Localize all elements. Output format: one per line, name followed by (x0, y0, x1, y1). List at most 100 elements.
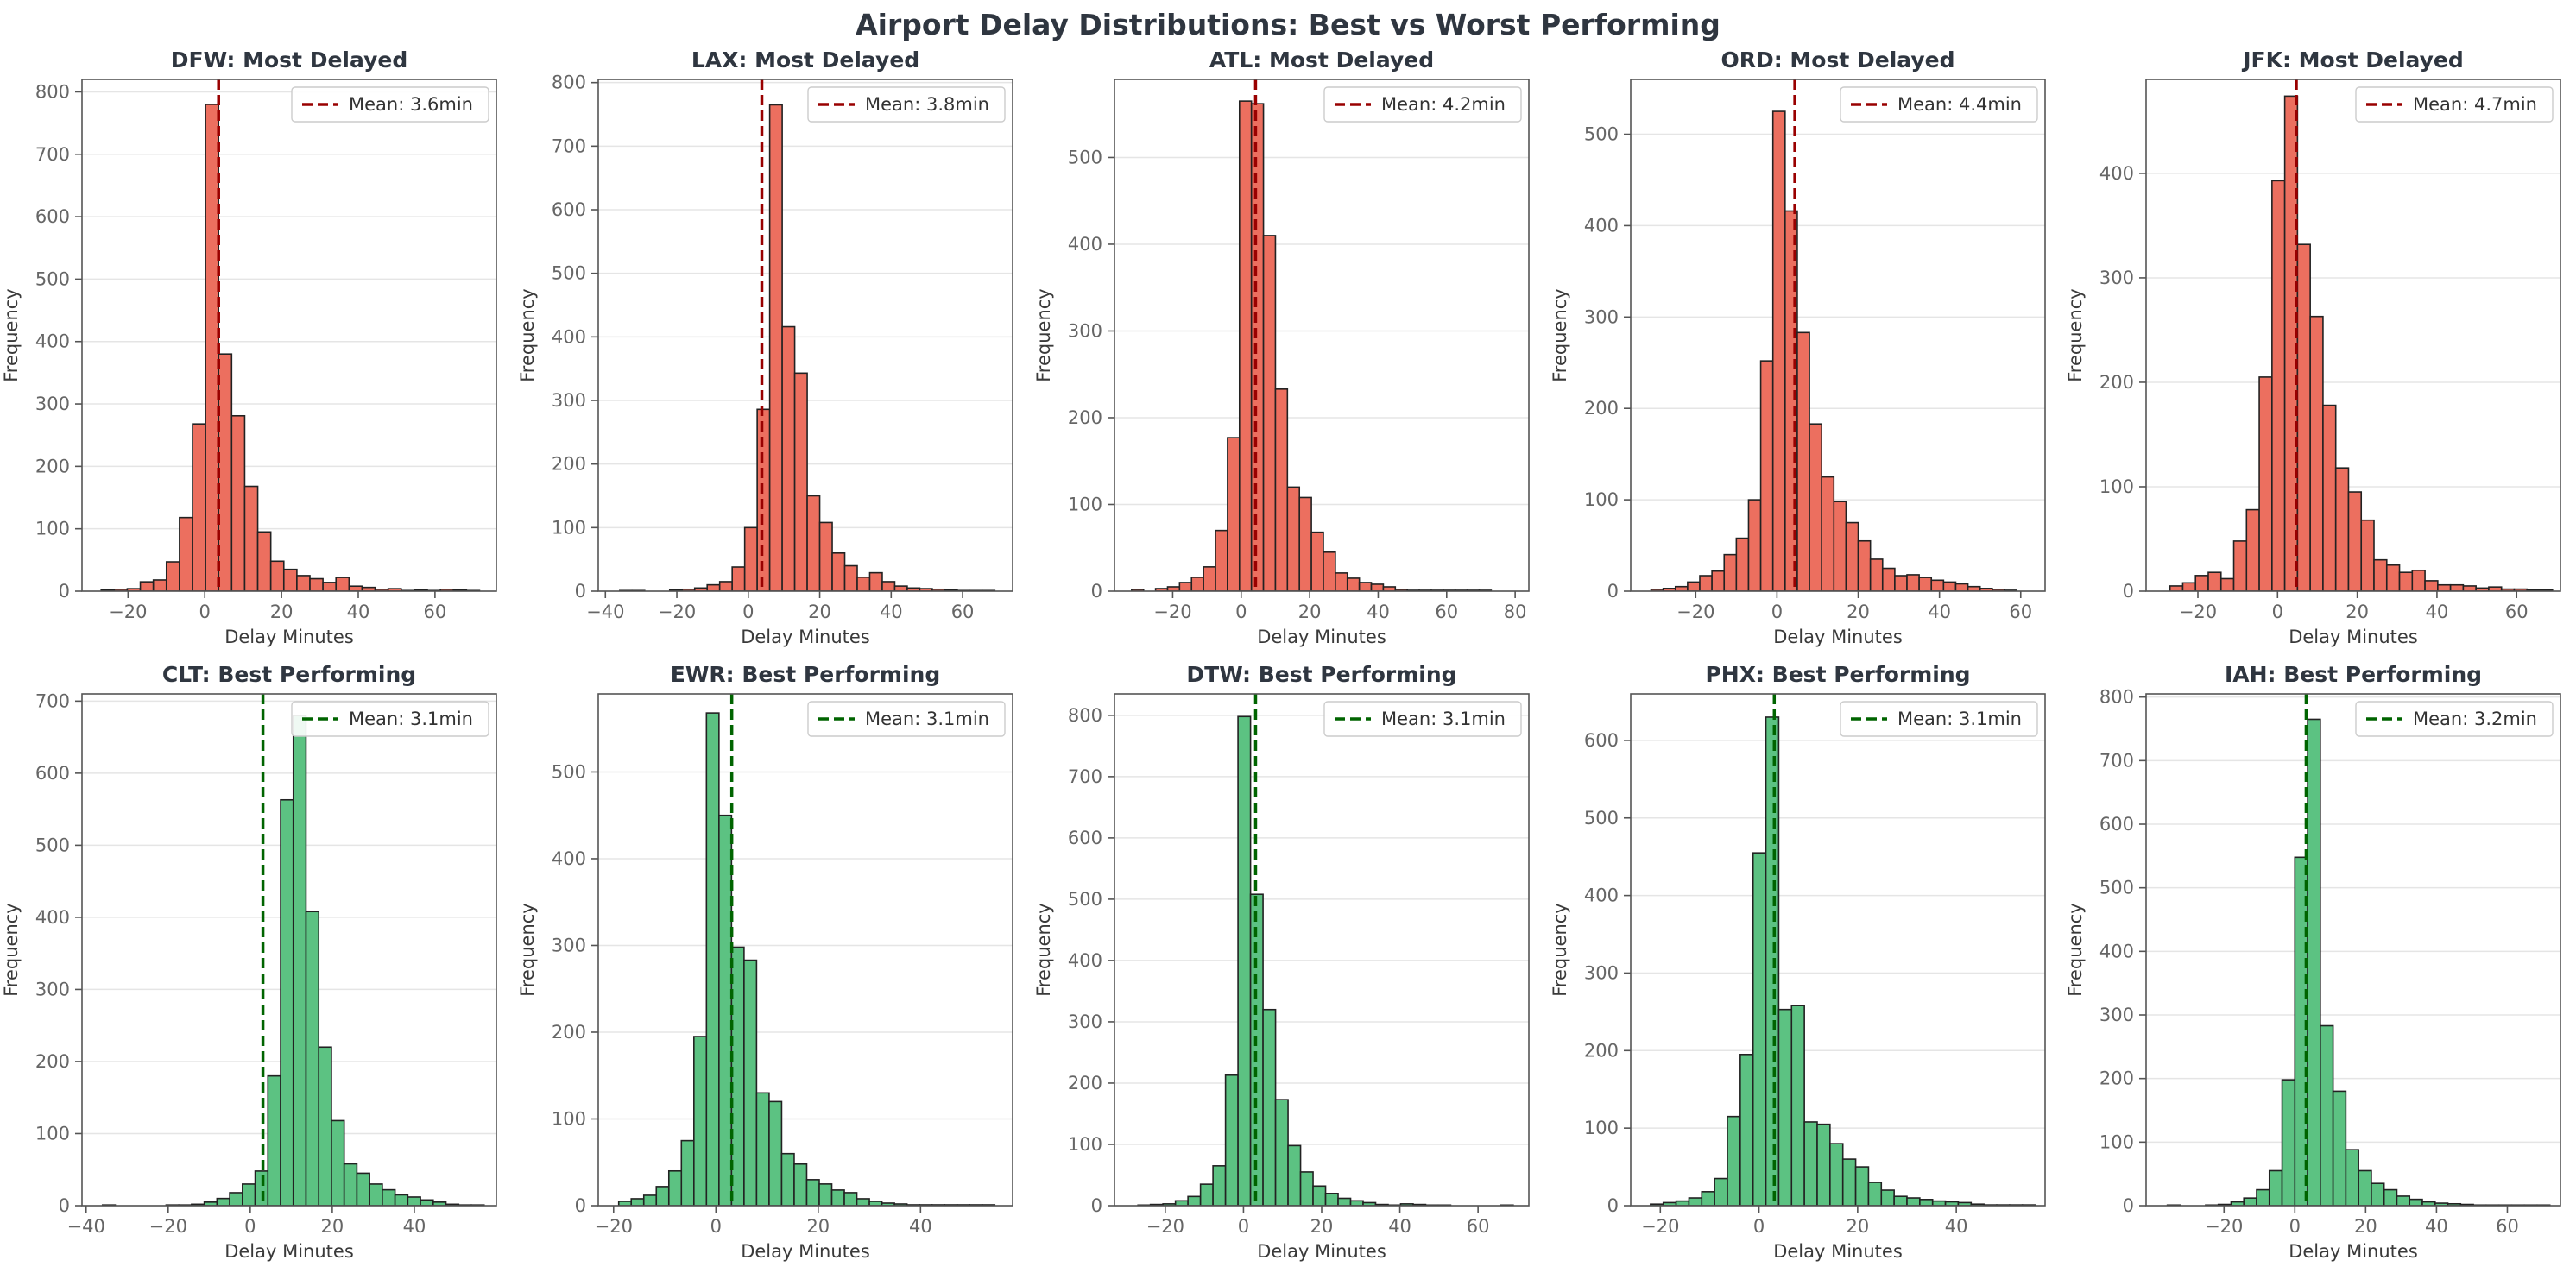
x-axis-label: Delay Minutes (741, 1241, 870, 1262)
y-tick-label: 0 (575, 581, 586, 602)
panel-8: −20 0 20 40 600100200300400500600700800DTW: … (1033, 662, 1530, 1262)
y-tick-label: 700 (2099, 750, 2134, 771)
x-tick-label: 40 (1945, 1216, 1968, 1237)
legend-box (1323, 86, 1522, 123)
y-tick-label: 100 (35, 1123, 70, 1144)
histogram-bar (830, 1189, 845, 1206)
histogram-bar (856, 1198, 870, 1206)
y-tick-label: 0 (575, 1195, 586, 1216)
histogram-bar (1346, 577, 1361, 591)
histogram-bar (2385, 564, 2401, 591)
histogram-bar (793, 372, 808, 591)
legend-label: Mean: 4.7min (2413, 94, 2537, 115)
y-tick-label: 400 (1584, 215, 1619, 236)
histogram-bar (856, 576, 871, 591)
histogram-bar (1227, 437, 1241, 591)
legend: Mean: 3.1min (1323, 701, 1522, 737)
bars (100, 104, 481, 591)
histogram-bar (768, 1100, 783, 1206)
histogram-bar (1701, 1191, 1715, 1206)
legend: Mean: 3.1min (807, 701, 1006, 737)
x-tick-label: 20 (808, 602, 831, 622)
axes-frame (81, 79, 497, 592)
histogram-bar (242, 1183, 256, 1206)
histogram-bar (1310, 531, 1324, 591)
y-tick-label: 200 (2099, 1068, 2134, 1089)
x-tick-label: 20 (2354, 1216, 2377, 1237)
x-tick-label: −20 (109, 602, 147, 622)
y-tick-label: 800 (35, 81, 70, 102)
histogram-bar (2181, 582, 2197, 591)
legend-label: Mean: 3.1min (1381, 709, 1506, 729)
histogram-bar (165, 561, 180, 591)
y-tick-label: 700 (1068, 766, 1102, 787)
panel-title: DTW: Best Performing (1186, 662, 1456, 687)
y-tick-label: 0 (1607, 1195, 1619, 1216)
y-axis-label: Frequency (1033, 903, 1054, 997)
histogram-bar (1777, 1008, 1793, 1206)
histogram-bar (1286, 486, 1301, 591)
histogram-bar (1893, 1195, 1908, 1206)
histogram-bar (843, 564, 858, 591)
y-tick-label: 0 (1091, 581, 1102, 602)
y-tick-label: 400 (2099, 941, 2134, 961)
x-tick-label: 20 (1298, 602, 1322, 622)
histogram-bar (218, 353, 233, 591)
histogram-bar (730, 946, 745, 1206)
x-tick-label: −20 (595, 1216, 633, 1237)
histogram-bar (139, 581, 155, 591)
histogram-bar (1323, 551, 1336, 591)
panel-title: EWR: Best Performing (671, 662, 940, 687)
histogram-bar (2462, 585, 2477, 591)
x-tick-label: −20 (1153, 602, 1191, 622)
histogram-bar (1747, 499, 1762, 591)
histogram-bar (768, 104, 783, 591)
histogram-bar (843, 1192, 858, 1206)
histogram-bar (1358, 582, 1373, 591)
legend: Mean: 3.1min (1840, 701, 2038, 737)
bars (101, 715, 485, 1206)
histogram-bar (1287, 1144, 1302, 1206)
y-tick-label: 300 (2099, 1005, 2134, 1025)
histogram-bar (2411, 569, 2426, 591)
panel-2: −40 −20 0 20 40 600100200300400500600700800LA… (517, 47, 1013, 647)
y-tick-label: 400 (35, 331, 70, 352)
histogram-bar (2296, 243, 2311, 591)
histogram-bar (1906, 1197, 1921, 1206)
x-tick-label: 40 (1928, 602, 1951, 622)
histogram-bar (743, 526, 758, 591)
legend-box (291, 86, 489, 123)
y-tick-label: 300 (35, 979, 70, 999)
histogram-bar (881, 581, 896, 591)
y-axis-label: Frequency (1033, 288, 1054, 382)
x-tick-label: 0 (244, 1216, 256, 1237)
x-tick-label: −20 (149, 1216, 187, 1237)
histogram-bar (1224, 1074, 1239, 1206)
histogram-bar (420, 1199, 434, 1206)
y-tick-label: 0 (2123, 1195, 2134, 1216)
y-tick-label: 0 (59, 1195, 70, 1216)
histogram-bar (179, 516, 193, 591)
legend-label: Mean: 3.2min (2413, 709, 2537, 729)
y-tick-label: 300 (1584, 962, 1619, 983)
histogram-bar (382, 1188, 396, 1206)
histogram-bar (152, 579, 167, 591)
x-axis-label: Delay Minutes (1257, 1241, 1386, 1262)
histogram-bar (356, 1172, 370, 1206)
histogram-bar (318, 1046, 332, 1206)
panel-title: PHX: Best Performing (1705, 662, 1970, 687)
x-tick-label: 20 (1310, 1216, 1334, 1237)
histogram-bar (2219, 577, 2235, 591)
y-tick-label: 700 (552, 135, 586, 156)
legend-label: Mean: 3.1min (1897, 709, 2022, 729)
panel-10: −20 0 20 40 600100200300400500600700800IAH: … (2065, 662, 2561, 1262)
legend-box (1840, 701, 2038, 737)
y-tick-label: 800 (2099, 687, 2134, 708)
histogram-bar (1262, 235, 1277, 591)
axes-frame (1630, 79, 2046, 592)
histogram-bar (2232, 540, 2248, 591)
histogram-bar (1803, 1121, 1818, 1206)
histogram-bar (229, 1192, 243, 1206)
y-tick-label: 300 (35, 394, 70, 414)
legend: Mean: 3.2min (2355, 701, 2554, 737)
